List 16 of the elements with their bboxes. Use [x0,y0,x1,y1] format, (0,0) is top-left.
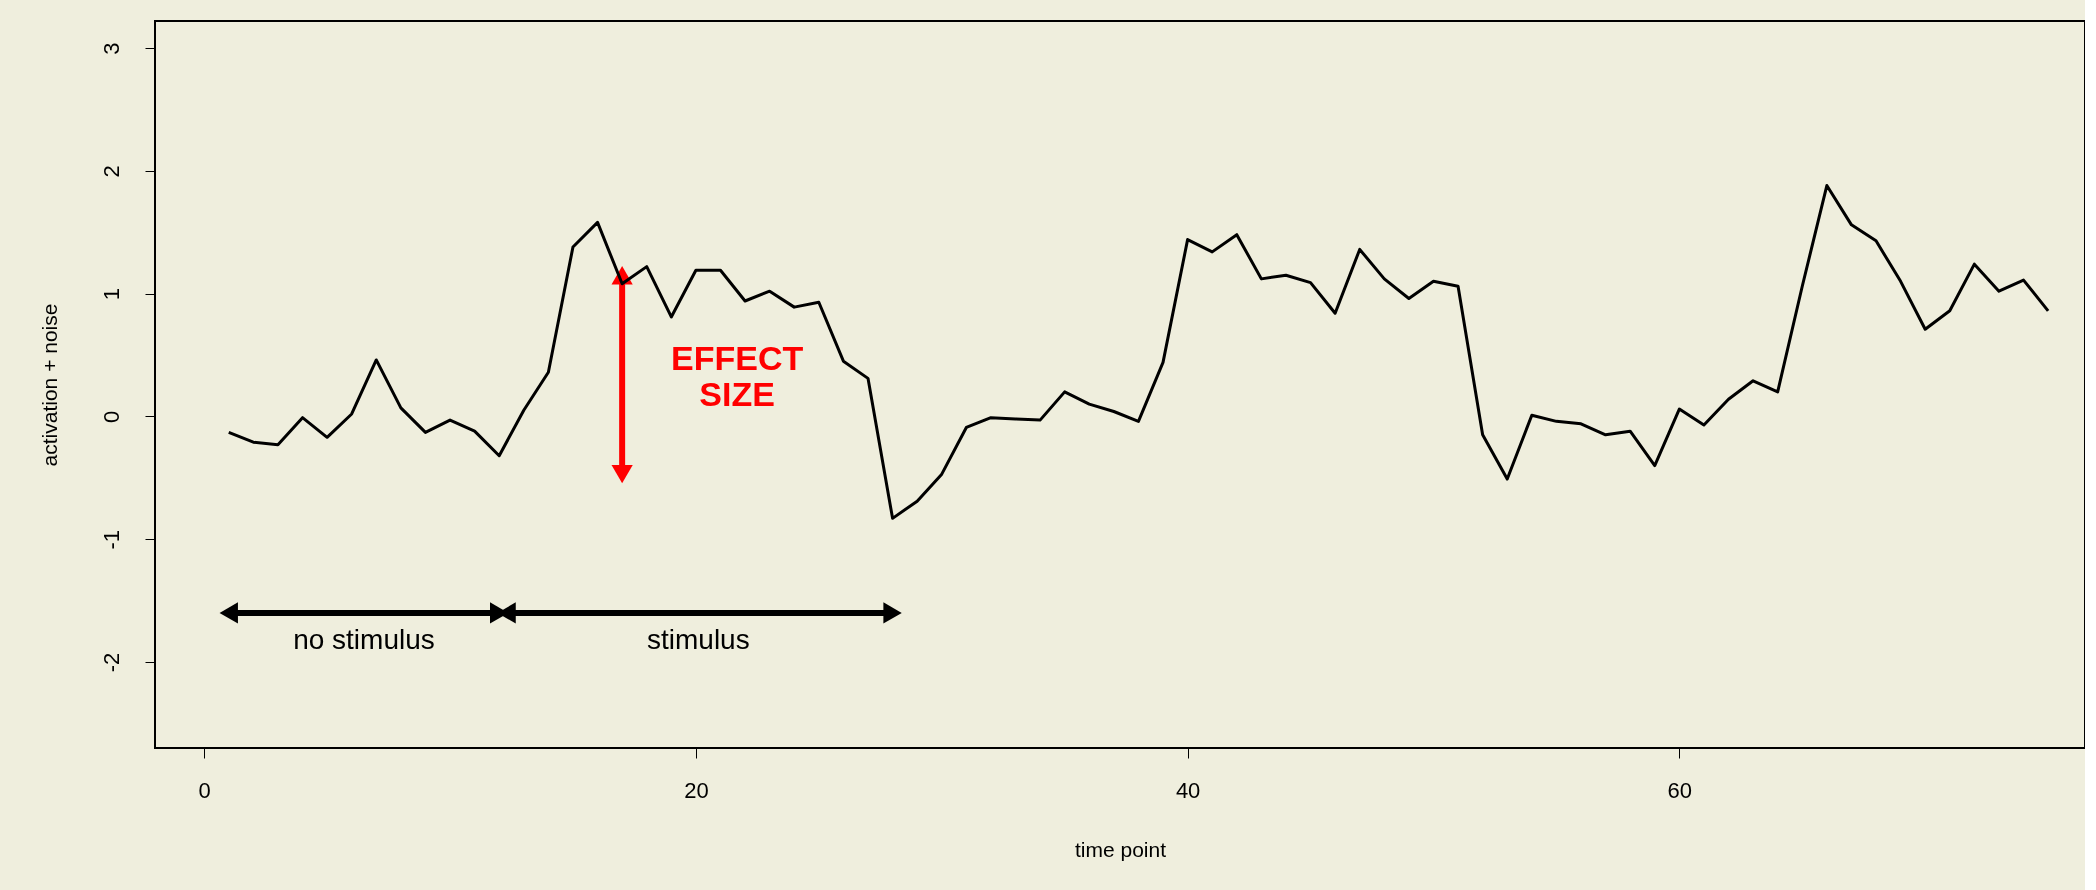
y-tick-label: 2 [98,165,124,178]
x-tick-label: 0 [198,777,211,803]
annotation: no stimulus [293,623,435,655]
y-tick-label: 1 [98,288,124,301]
x-tick-label: 40 [1175,777,1201,803]
x-tick-label: 20 [684,777,709,803]
y-axis-title: activation + noise [37,303,61,467]
annotation: EFFECT SIZE [671,338,804,413]
y-tick-label: -2 [98,652,124,673]
y-tick-label: 0 [98,410,124,424]
annotation: stimulus [647,623,750,655]
y-tick-label: -1 [98,529,124,550]
line-series [227,184,2050,520]
x-tick-label: 60 [1667,777,1693,803]
y-tick-label: 3 [98,42,124,55]
x-axis-title: time point [1074,837,1167,861]
